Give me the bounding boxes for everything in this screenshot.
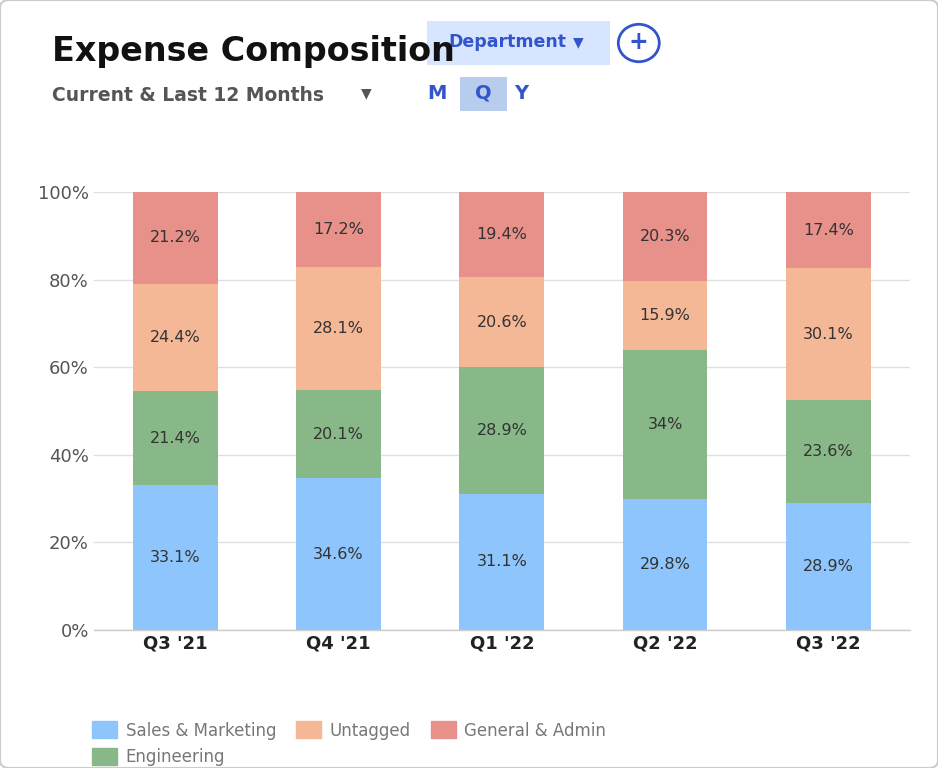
Bar [133,485,218,630]
Bar [460,367,544,494]
Text: 21.2%: 21.2% [150,230,201,246]
Text: Department: Department [448,33,567,51]
Bar [623,350,707,499]
Text: 28.9%: 28.9% [477,423,527,438]
Text: Current & Last 12 Months: Current & Last 12 Months [52,86,324,105]
Text: +: + [628,30,649,54]
Text: 17.2%: 17.2% [313,222,364,237]
Text: 15.9%: 15.9% [640,308,690,323]
Text: 34.6%: 34.6% [313,547,364,561]
Text: 20.6%: 20.6% [477,315,527,329]
Text: 20.1%: 20.1% [313,427,364,442]
Bar [133,391,218,485]
Bar [623,499,707,630]
Bar [296,478,381,630]
Text: 29.8%: 29.8% [640,557,690,572]
Bar [623,281,707,350]
Bar [296,390,381,478]
Bar [786,192,870,268]
Text: 28.1%: 28.1% [313,321,364,336]
Text: 33.1%: 33.1% [150,550,201,564]
Bar [133,191,218,284]
Text: 17.4%: 17.4% [803,223,854,237]
Bar [623,192,707,281]
Text: Expense Composition: Expense Composition [52,35,455,68]
Bar [460,192,544,277]
Text: 30.1%: 30.1% [803,326,854,342]
Text: 31.1%: 31.1% [477,554,527,569]
Bar [133,284,218,391]
Bar [296,192,381,267]
Text: M: M [427,84,446,104]
Legend: Sales & Marketing, Engineering, Untagged, General & Admin: Sales & Marketing, Engineering, Untagged… [85,715,613,768]
Text: 28.9%: 28.9% [803,559,854,574]
FancyBboxPatch shape [407,19,629,67]
Bar [460,277,544,367]
Text: 19.4%: 19.4% [477,227,527,242]
Bar [460,494,544,630]
Text: 24.4%: 24.4% [150,330,201,346]
FancyBboxPatch shape [457,75,508,113]
Text: 20.3%: 20.3% [640,229,690,244]
Text: Y: Y [514,84,528,104]
Text: Q: Q [475,84,492,103]
Bar [786,268,870,400]
Text: 34%: 34% [647,417,683,432]
Text: ▼: ▼ [573,35,584,49]
Text: ▼: ▼ [361,86,371,100]
Bar [786,503,870,630]
Bar [296,267,381,390]
Text: 23.6%: 23.6% [803,444,854,459]
Text: 21.4%: 21.4% [150,431,201,445]
Bar [786,400,870,503]
